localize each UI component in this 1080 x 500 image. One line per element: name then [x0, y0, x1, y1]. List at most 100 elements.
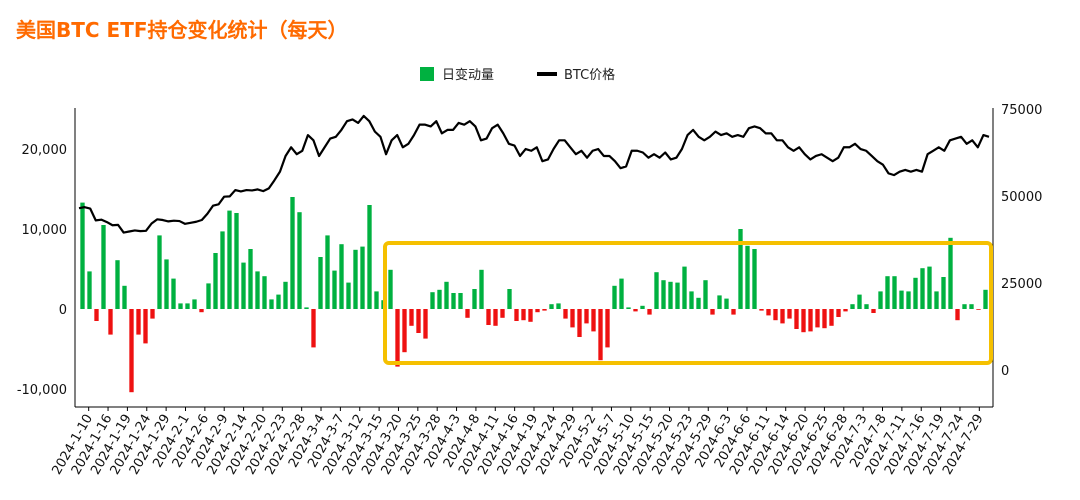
bar — [983, 289, 988, 309]
bar — [276, 294, 281, 309]
bar — [689, 291, 694, 309]
bar — [143, 309, 148, 344]
bar — [752, 249, 757, 309]
bar — [829, 309, 834, 326]
bar — [136, 309, 141, 335]
bar — [584, 309, 589, 324]
bar — [444, 281, 449, 309]
bar — [486, 309, 491, 325]
bar — [262, 276, 267, 309]
legend-label-bars: 日变动量 — [442, 67, 494, 83]
bar — [591, 309, 596, 332]
bar — [612, 285, 617, 309]
bar — [304, 307, 309, 309]
bar — [787, 309, 792, 319]
bar — [598, 309, 603, 361]
bar — [178, 303, 183, 309]
bar — [346, 282, 351, 309]
bar — [234, 213, 239, 309]
bar — [633, 309, 638, 312]
bar — [822, 309, 827, 329]
bar — [360, 246, 365, 309]
legend-label-line: BTC价格 — [564, 67, 615, 83]
bar — [213, 253, 218, 309]
bar — [948, 237, 953, 309]
bar — [108, 309, 113, 335]
bar — [318, 257, 323, 309]
bar — [500, 309, 505, 318]
bar — [332, 270, 337, 309]
bar — [801, 309, 806, 333]
bar — [353, 249, 358, 309]
bar — [710, 309, 715, 315]
bar — [577, 309, 582, 337]
right-tick-label: 50000 — [1001, 190, 1042, 205]
bar — [647, 309, 652, 315]
bar — [570, 309, 575, 328]
bar — [535, 309, 540, 313]
bar — [101, 225, 106, 309]
bar — [913, 277, 918, 309]
bar — [311, 309, 316, 348]
bar — [423, 309, 428, 339]
bar — [115, 260, 120, 309]
right-tick-label: 75000 — [1001, 103, 1042, 118]
bar — [661, 280, 666, 309]
bar — [528, 309, 533, 322]
bar — [339, 244, 344, 309]
bar — [185, 303, 190, 309]
bar — [892, 276, 897, 309]
bar — [122, 285, 127, 309]
price-line — [78, 114, 990, 234]
bar — [703, 280, 708, 309]
bar-series — [80, 197, 988, 393]
left-axis-ticks: -10,000 0 10,000 20,000 — [17, 143, 67, 398]
bar — [920, 268, 925, 309]
bar — [969, 304, 974, 309]
bar — [850, 304, 855, 309]
bar — [416, 309, 421, 333]
bar — [493, 309, 498, 326]
bar — [605, 309, 610, 348]
left-tick-label: 0 — [59, 303, 67, 318]
bar — [808, 309, 813, 332]
bar — [549, 304, 554, 309]
right-axis-ticks: 0 25000 50000 75000 — [1001, 103, 1042, 379]
bar — [962, 304, 967, 309]
bar — [192, 299, 197, 309]
bar — [206, 283, 211, 309]
bar — [696, 297, 701, 309]
bar — [780, 309, 785, 324]
bar — [255, 271, 260, 309]
bar — [199, 309, 204, 313]
bar — [976, 309, 981, 310]
bar — [556, 303, 561, 309]
chart-title: 美国BTC ETF持仓变化统计（每天） — [16, 18, 348, 42]
bar — [717, 295, 722, 309]
bar — [640, 305, 645, 309]
bar — [773, 309, 778, 321]
bar — [430, 292, 435, 309]
bar — [248, 249, 253, 309]
left-tick-label: 20,000 — [22, 143, 68, 158]
price-series — [78, 114, 990, 234]
bar — [171, 278, 176, 309]
right-tick-label: 25000 — [1001, 277, 1042, 292]
bar — [150, 309, 155, 319]
bar — [220, 231, 225, 309]
bar — [388, 269, 393, 309]
bar — [563, 309, 568, 319]
bar — [367, 205, 372, 309]
bar — [682, 266, 687, 309]
bar — [955, 309, 960, 321]
bar — [283, 281, 288, 309]
bar — [619, 278, 624, 309]
bar — [934, 291, 939, 309]
bar — [857, 294, 862, 309]
bar — [759, 309, 764, 311]
highlight-box — [383, 241, 993, 365]
bar — [409, 309, 414, 326]
bar — [626, 307, 631, 309]
bar — [458, 293, 463, 309]
bar — [864, 304, 869, 309]
